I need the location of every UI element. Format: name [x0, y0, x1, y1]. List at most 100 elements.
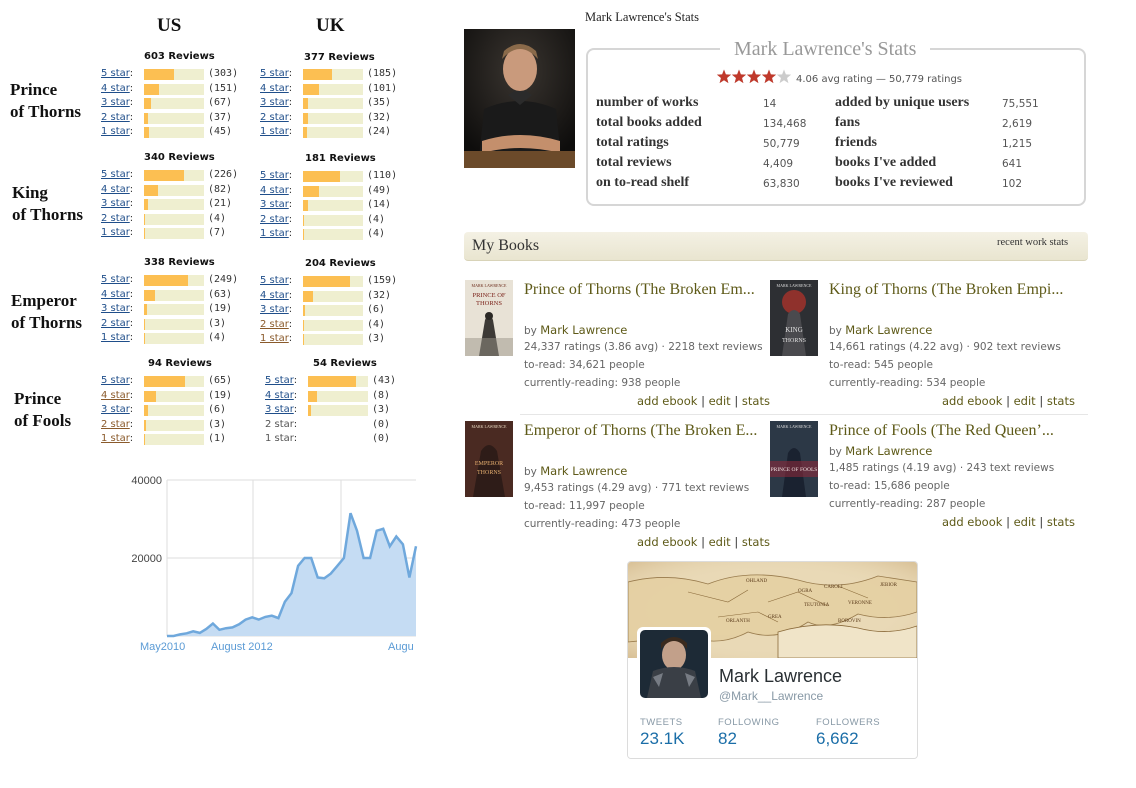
- star-link[interactable]: 5 star:: [101, 169, 134, 180]
- star-link[interactable]: 4 star:: [101, 389, 134, 401]
- star-link[interactable]: 5 star:: [101, 375, 134, 386]
- star-link[interactable]: 3 star:: [101, 303, 134, 314]
- author-link[interactable]: Mark Lawrence: [540, 323, 628, 337]
- star-link[interactable]: 4 star:: [101, 288, 134, 300]
- stat-value: 63,830: [763, 178, 800, 190]
- rating-bar: [144, 228, 204, 239]
- star-link[interactable]: 3 star:: [265, 404, 298, 415]
- star-filled: [746, 69, 762, 84]
- add-ebook-link[interactable]: add ebook: [942, 394, 1003, 408]
- following-count[interactable]: 82: [718, 729, 737, 748]
- star-link[interactable]: 3 star:: [260, 97, 293, 108]
- star-link[interactable]: 3 star:: [260, 304, 293, 315]
- add-ebook-link[interactable]: add ebook: [942, 515, 1003, 529]
- author-link[interactable]: Mark Lawrence: [540, 464, 628, 478]
- book-cover-prince-of-fools[interactable]: MARK LAWRENCE PRINCE OF FOOLS: [770, 421, 818, 497]
- star-link[interactable]: 1 star:: [260, 126, 293, 137]
- star-link[interactable]: 4 star:: [260, 184, 293, 196]
- star-link[interactable]: 4 star:: [260, 289, 293, 301]
- book-title-link[interactable]: King of Thorns (The Broken Empi...: [829, 281, 1064, 298]
- rating-row: 4 star: (82): [101, 183, 251, 198]
- followers-count[interactable]: 6,662: [816, 729, 859, 748]
- edit-link[interactable]: edit: [1013, 515, 1036, 529]
- twitter-avatar[interactable]: [637, 627, 711, 701]
- star-link[interactable]: 3 star:: [101, 404, 134, 415]
- review-count: 377 Reviews: [304, 52, 375, 63]
- rating-bar: [144, 98, 204, 109]
- recent-work-stats-link[interactable]: recent work stats: [997, 237, 1069, 248]
- star-link[interactable]: 3 star:: [101, 198, 134, 209]
- star-link[interactable]: 2 star:: [101, 317, 134, 329]
- rating-row: 4 star: (49): [260, 184, 410, 199]
- rating-bar-fill: [303, 98, 309, 109]
- star-link[interactable]: 5 star:: [260, 275, 293, 286]
- stats-link[interactable]: stats: [741, 394, 770, 408]
- rating-bar-fill: [308, 390, 317, 402]
- star-link[interactable]: 2 star:: [101, 212, 134, 224]
- stats-link[interactable]: stats: [1046, 394, 1075, 408]
- star-link[interactable]: 1 star:: [101, 126, 134, 137]
- edit-link[interactable]: edit: [708, 535, 731, 549]
- star-link[interactable]: 3 star:: [260, 199, 293, 210]
- book-title-link[interactable]: Prince of Thorns (The Broken Em...: [524, 281, 755, 298]
- star-link[interactable]: 3 star:: [101, 97, 134, 108]
- star-filled: [731, 69, 747, 84]
- rating-bar: [144, 170, 204, 181]
- edit-link[interactable]: edit: [1013, 394, 1036, 408]
- star-link[interactable]: 5 star:: [260, 170, 293, 181]
- edit-link[interactable]: edit: [708, 394, 731, 408]
- rating-row: 1 star: (0): [265, 432, 415, 447]
- rating-bar: [144, 213, 204, 225]
- rating-count: (7): [208, 227, 227, 238]
- rating-row: 5 star: (249): [101, 273, 251, 288]
- star-link[interactable]: 2 star:: [260, 111, 293, 123]
- star-link[interactable]: 4 star:: [260, 82, 293, 94]
- star-link[interactable]: 5 star:: [101, 68, 134, 79]
- star-link[interactable]: 5 star:: [260, 68, 293, 79]
- book-cover-emperor-of-thorns[interactable]: MARK LAWRENCE EMPEROR THORNS: [465, 421, 513, 497]
- rating-row: 3 star: (14): [260, 198, 410, 213]
- twitter-profile-card[interactable]: OHLAND CAROLI VERONNE ORLANTH GREA BOROV…: [627, 561, 918, 759]
- map-label: GREA: [768, 615, 782, 620]
- rating-count: (0): [372, 433, 391, 444]
- rating-count: (226): [208, 169, 239, 180]
- star-link[interactable]: 4 star:: [101, 82, 134, 94]
- star-link[interactable]: 2 star:: [260, 318, 293, 330]
- rating-count: (32): [367, 289, 392, 301]
- stats-link[interactable]: stats: [1046, 515, 1075, 529]
- star-link[interactable]: 2 star:: [101, 418, 134, 430]
- author-link[interactable]: Mark Lawrence: [845, 444, 933, 458]
- rating-count: (45): [208, 126, 233, 137]
- book-cover-king-of-thorns[interactable]: MARK LAWRENCE KING THORNS: [770, 280, 818, 356]
- rating-count: (101): [367, 82, 398, 94]
- author-link[interactable]: Mark Lawrence: [845, 323, 933, 337]
- star-link[interactable]: 2 star:: [101, 111, 134, 123]
- add-ebook-link[interactable]: add ebook: [637, 394, 698, 408]
- star-link[interactable]: 1 star:: [101, 433, 134, 444]
- star-link[interactable]: 2 star:: [260, 213, 293, 225]
- twitter-name[interactable]: Mark Lawrence: [719, 666, 843, 686]
- book-to-read: to-read: 11,997 people: [524, 500, 645, 512]
- star-link[interactable]: 5 star:: [101, 274, 134, 285]
- star-link[interactable]: 5 star:: [265, 375, 298, 386]
- star-link[interactable]: 4 star:: [265, 389, 298, 401]
- stat-value: 75,551: [1002, 98, 1039, 110]
- add-ebook-link[interactable]: add ebook: [637, 535, 698, 549]
- followers-label: FOLLOWERS: [816, 717, 881, 728]
- tweets-count[interactable]: 23.1K: [640, 729, 685, 748]
- rating-count: (4): [367, 318, 386, 330]
- star-link[interactable]: 1 star:: [260, 333, 293, 344]
- star-link[interactable]: 1 star:: [101, 227, 134, 238]
- rating-count: (21): [208, 198, 233, 209]
- book-cover-prince-of-thorns[interactable]: MARK LAWRENCE PRINCE OF THORNS: [465, 280, 513, 356]
- rating-count: (82): [208, 183, 233, 195]
- stats-link[interactable]: stats: [741, 535, 770, 549]
- star-link[interactable]: 4 star:: [101, 183, 134, 195]
- star-link[interactable]: 1 star:: [260, 228, 293, 239]
- rating-bar-fill: [303, 69, 333, 80]
- star-link[interactable]: 1 star:: [101, 332, 134, 343]
- book-title-link[interactable]: Emperor of Thorns (The Broken E...: [524, 422, 758, 439]
- review-count: 204 Reviews: [305, 258, 376, 269]
- rating-row: 4 star: (32): [260, 289, 410, 304]
- book-title-link[interactable]: Prince of Fools (The Red Queen’...: [829, 422, 1054, 439]
